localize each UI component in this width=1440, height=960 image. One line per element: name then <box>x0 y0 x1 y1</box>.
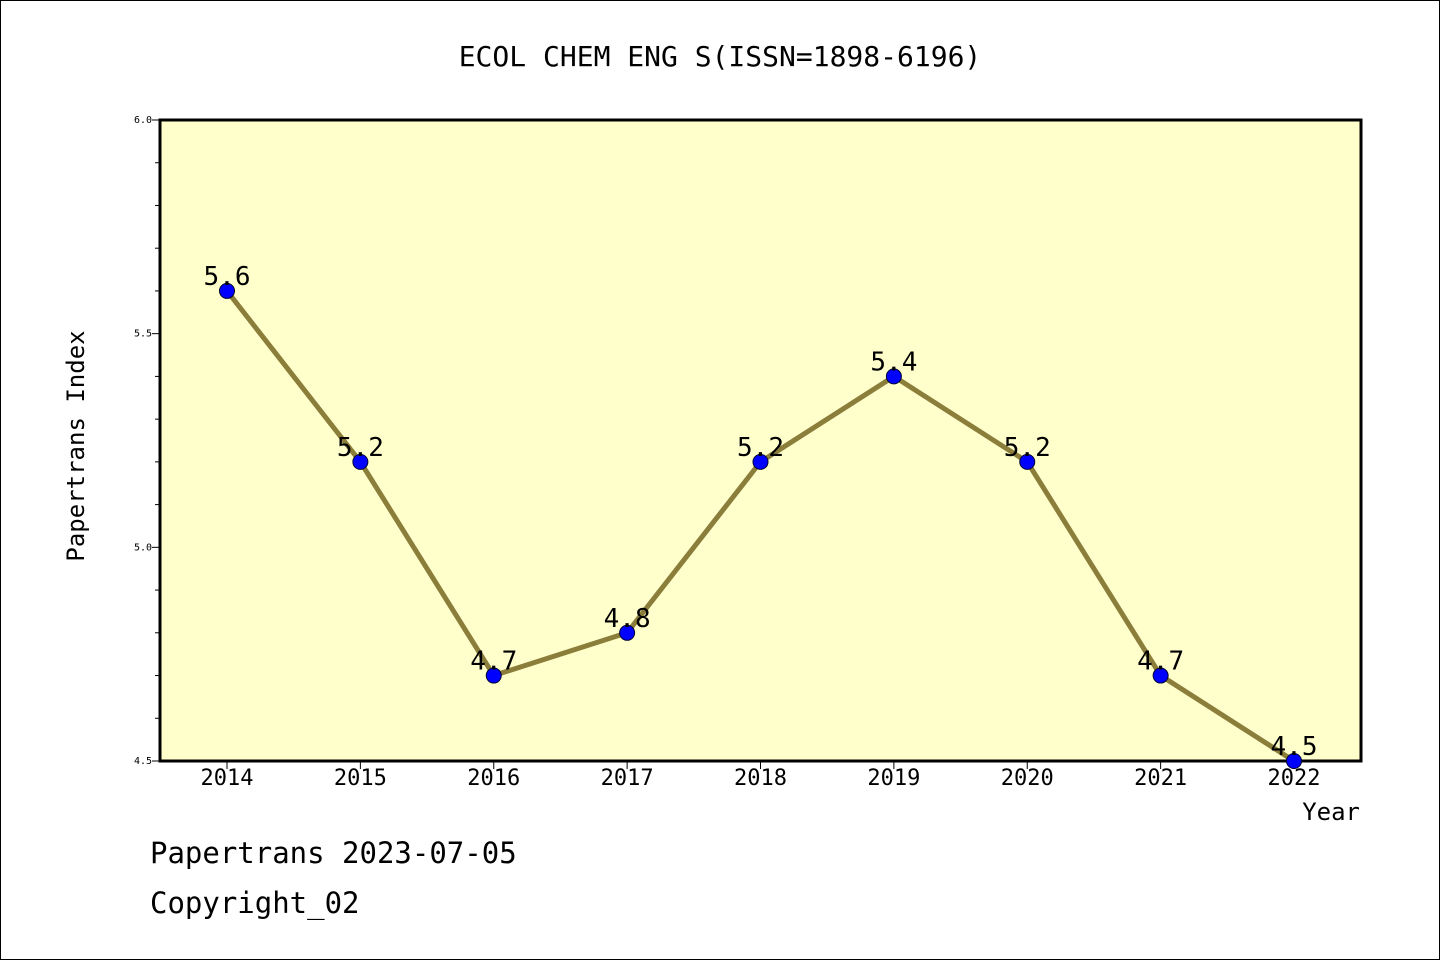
y-tick-label: 5.0 <box>134 542 152 553</box>
data-point <box>1019 453 1036 470</box>
data-label: 5.2 <box>337 433 384 463</box>
x-axis-ticks: 2014 2015 2016 2017 2018 2019 2020 2021 2022 <box>201 761 1321 791</box>
y-tick-label: 5.5 <box>134 329 152 340</box>
data-point <box>1152 667 1169 684</box>
x-tick-label: 2017 <box>601 766 654 791</box>
data-label: 5.6 <box>204 262 251 292</box>
data-label: 5.2 <box>1004 433 1051 463</box>
footer-copyright: Copyright_02 <box>150 886 360 920</box>
data-label: 5.4 <box>870 347 917 377</box>
data-point <box>352 453 369 470</box>
y-axis-label: Papertrans Index <box>62 330 90 561</box>
x-tick-label: 2018 <box>734 766 787 791</box>
x-axis-label: Year <box>1302 798 1360 826</box>
data-point <box>1286 753 1302 769</box>
data-markers <box>219 282 1302 769</box>
x-tick-label: 2020 <box>1001 766 1054 791</box>
x-tick-label: 2019 <box>867 766 920 791</box>
data-point <box>619 624 636 641</box>
data-label: 4.7 <box>1137 647 1184 677</box>
data-point <box>485 667 502 684</box>
y-tick-label: 6.0 <box>134 115 152 126</box>
y-axis-ticks: 4.5 5.0 5.5 6.0 <box>134 115 160 767</box>
data-label: 4.8 <box>604 604 651 634</box>
x-tick-label: 2022 <box>1268 766 1321 791</box>
x-tick-label: 2015 <box>334 766 387 791</box>
data-label: 4.7 <box>470 647 517 677</box>
data-point <box>885 368 902 385</box>
data-label: 5.2 <box>737 433 784 463</box>
data-labels: 5.6 5.2 4.7 4.8 5.2 5.4 5.2 4.7 4.5 <box>204 262 1318 762</box>
chart-title: ECOL CHEM ENG S(ISSN=1898-6196) <box>459 40 982 73</box>
plot-area <box>158 118 1363 763</box>
x-tick-label: 2016 <box>467 766 520 791</box>
data-label: 4.5 <box>1271 732 1318 762</box>
data-point <box>752 453 769 470</box>
data-point <box>219 282 235 299</box>
x-tick-label: 2014 <box>201 766 254 791</box>
footer-date: Papertrans 2023-07-05 <box>150 836 517 870</box>
x-tick-label: 2021 <box>1134 766 1187 791</box>
y-tick-label: 4.5 <box>134 756 152 767</box>
